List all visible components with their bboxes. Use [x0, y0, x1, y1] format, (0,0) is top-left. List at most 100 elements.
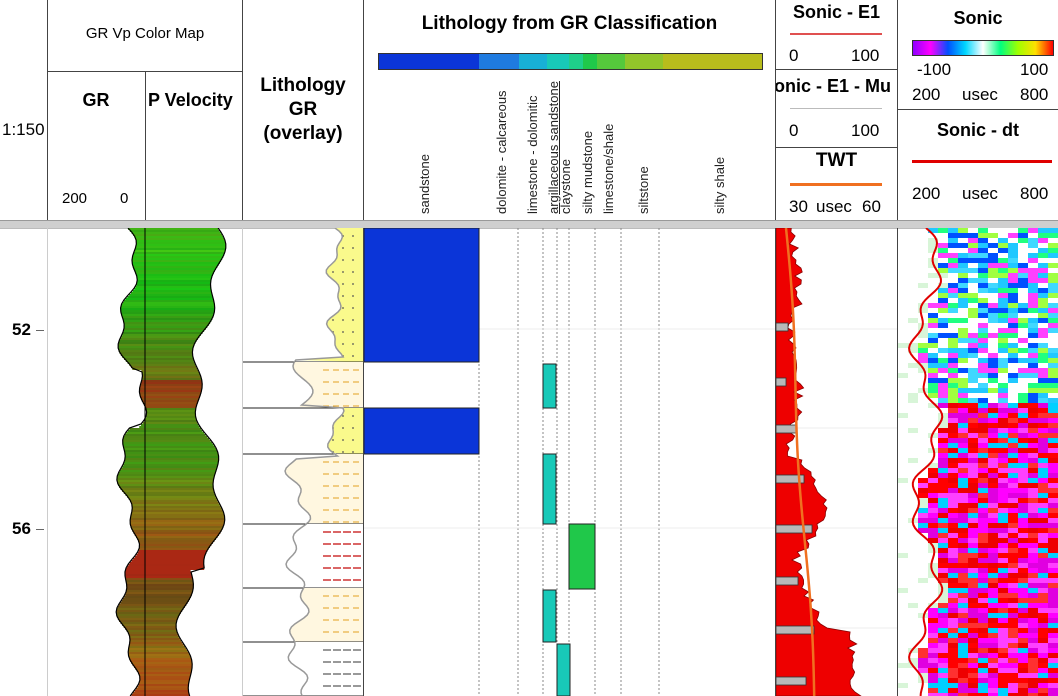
sonic-color-cell	[988, 328, 998, 333]
sonic-color-cell	[968, 633, 978, 638]
lithology-dot	[342, 331, 344, 333]
sonic-color-cell	[998, 363, 1008, 368]
sonic-color-cell	[978, 583, 988, 588]
sonic-color-cell	[928, 623, 938, 628]
sonic-color-cell	[928, 388, 938, 393]
sonic-color-cell	[998, 618, 1008, 623]
sonic-color-cell	[1028, 493, 1038, 498]
sonic-color-cell	[958, 398, 968, 403]
sonic-color-cell	[948, 668, 958, 673]
sonic-color-cell	[938, 498, 948, 503]
sonic-color-cell	[988, 573, 998, 578]
lithology-dot	[342, 283, 344, 285]
gr-color-band	[123, 436, 208, 438]
sonic-color-cell	[1018, 338, 1028, 343]
sonic-color-cell	[918, 478, 928, 483]
sonic-color-cell	[948, 458, 958, 463]
gr-color-band	[137, 552, 207, 554]
sonic-color-cell	[1038, 653, 1048, 658]
sonic-color-cell	[1048, 683, 1058, 688]
sonic-color-cell	[978, 358, 988, 363]
sonic-color-cell	[948, 553, 958, 558]
sonic-color-cell	[1048, 303, 1058, 308]
sonic-color-cell	[968, 668, 978, 673]
sonic-color-cell	[948, 583, 958, 588]
sonic-color-cell	[938, 528, 948, 533]
sonic-color-cell	[1028, 488, 1038, 493]
sonic-color-cell	[1008, 633, 1018, 638]
class-interval	[364, 228, 480, 363]
sonic-color-cell	[1008, 468, 1018, 473]
sonic-color-cell	[1038, 263, 1048, 268]
gr-color-band	[139, 680, 190, 682]
gr-color-band	[122, 624, 177, 626]
gr-color-band	[130, 522, 225, 524]
sonic-color-cell	[938, 403, 948, 408]
sonic-color-cell	[958, 518, 968, 523]
sonic-color-cell	[978, 428, 988, 433]
sonic-color-cell	[988, 538, 998, 543]
sonic-color-cell	[988, 403, 998, 408]
sonic-color-cell	[1028, 258, 1038, 263]
sonic-color-cell	[1038, 293, 1048, 298]
sonic-color-cell	[1048, 323, 1058, 328]
sonic-color-cell	[948, 303, 958, 308]
sonic-color-cell	[948, 228, 958, 233]
sonic-color-cell	[1018, 388, 1028, 393]
sonic-color-cell	[1048, 258, 1058, 263]
sonic-color-cell	[988, 373, 998, 378]
sonic-color-cell	[1008, 408, 1018, 413]
divider	[897, 228, 898, 696]
sonic-color-cell	[938, 353, 948, 358]
sonic-color-cell	[1028, 633, 1038, 638]
sonic-color-cell	[938, 338, 948, 343]
sonic-color-cell	[968, 233, 978, 238]
sonic-color-cell	[978, 588, 988, 593]
gr-color-band	[131, 662, 193, 664]
gr-color-band	[122, 598, 190, 600]
sonic-color-cell	[948, 633, 958, 638]
gr-color-band	[127, 632, 178, 634]
lithology-color-bar	[378, 53, 763, 70]
sonic-color-cell	[938, 468, 948, 473]
sonic-color-cell	[948, 688, 958, 693]
sonic-color-cell	[1048, 673, 1058, 678]
sonic-color-cell	[988, 388, 998, 393]
gr-color-band	[125, 360, 194, 362]
sonic-color-cell	[938, 373, 948, 378]
sonic-mu-title-clip: Sonic - E1 - Mu	[776, 74, 897, 104]
sonic-color-cell	[1048, 458, 1058, 463]
sonic-mu-bar	[776, 576, 799, 586]
sonic-color-cell	[978, 623, 988, 628]
sonic-color-cell	[968, 473, 978, 478]
sonic-color-cell	[958, 638, 968, 643]
lithology-class-label: silty mudstone	[580, 130, 595, 214]
gr-color-band	[119, 486, 214, 488]
gr-color-band	[122, 490, 214, 492]
sonic-color-cell	[1018, 443, 1028, 448]
sonic-color-cell	[998, 378, 1008, 383]
sonic-color-cell	[1048, 583, 1058, 588]
divider	[775, 147, 897, 148]
sonic-color-cell	[958, 618, 968, 623]
header-body-separator[interactable]	[0, 220, 1058, 229]
sonic-color-cell	[1028, 448, 1038, 453]
gr-color-band	[119, 352, 193, 354]
gr-color-band	[116, 480, 214, 482]
sonic-mu-right: 100	[851, 121, 880, 140]
sonic-color-cell	[1018, 508, 1028, 513]
sonic-color-cell	[1008, 398, 1018, 403]
sonic-color-cell	[988, 528, 998, 533]
sonic-color-cell	[1008, 378, 1018, 383]
sonic-color-cell	[998, 243, 1008, 248]
sonic-color-cell	[1018, 478, 1028, 483]
sonic-color-cell	[968, 623, 978, 628]
gr-color-band	[122, 466, 218, 468]
sonic-color-cell	[1028, 613, 1038, 618]
sonic-color-cell	[1038, 228, 1048, 233]
color-bar-segment	[569, 54, 583, 69]
sonic-color-cell	[988, 443, 998, 448]
sonic-color-cell	[958, 248, 968, 253]
gr-color-band	[129, 640, 182, 642]
gr-color-band	[132, 256, 224, 258]
